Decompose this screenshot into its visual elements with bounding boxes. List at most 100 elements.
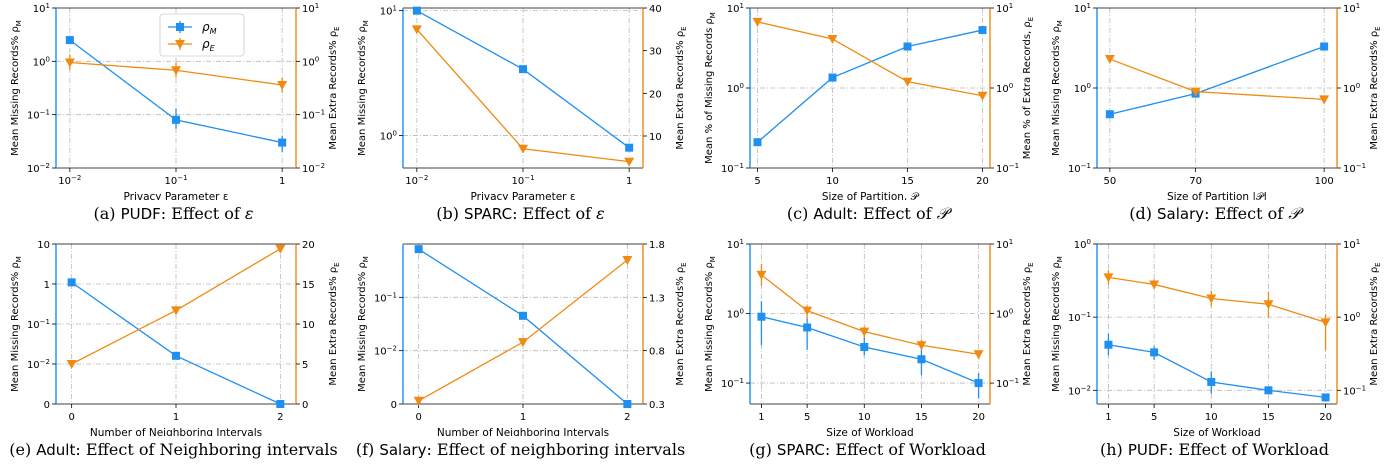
- data-point: [903, 42, 912, 51]
- series-line: [761, 316, 979, 384]
- series-rho-e: [756, 263, 984, 360]
- x-tick-label: 20: [972, 412, 985, 423]
- caption-text: : Effect of Workload: [1168, 440, 1330, 459]
- y-left-tick-label: 10−1: [721, 377, 744, 390]
- y-left-tick-label: 101: [727, 238, 744, 251]
- data-point: [1149, 280, 1160, 290]
- x-axis-label: Size of Workload: [826, 427, 913, 436]
- data-point: [1190, 87, 1201, 97]
- y-left-tick-label: 100: [1074, 82, 1091, 95]
- y-right-tick-label: 0: [302, 400, 308, 411]
- x-tick-label: 1: [173, 412, 179, 423]
- legend-marker: [175, 40, 185, 49]
- y-left-axis-label: Mean Missing Records% ρM: [1051, 20, 1064, 156]
- data-point: [172, 351, 180, 360]
- x-tick-label: 15: [901, 176, 914, 187]
- x-tick-label: 2: [624, 412, 630, 423]
- series-line: [757, 21, 983, 97]
- y-right-tick-label: 20: [302, 240, 315, 251]
- y-right-tick-label: 100: [996, 308, 1013, 321]
- data-point: [624, 157, 635, 167]
- data-point: [1321, 393, 1330, 402]
- series-rho-e: [752, 17, 988, 101]
- x-tick-label: 10: [1205, 412, 1218, 423]
- y-left-tick-label: 101: [33, 2, 50, 15]
- y-right-axis-label: Mean Extra Records% ρE: [1369, 26, 1382, 149]
- x-tick-label: 100: [1315, 176, 1334, 187]
- data-point: [1103, 273, 1114, 283]
- y-left-tick-label: 10−1: [1068, 162, 1091, 175]
- data-point: [64, 58, 75, 68]
- y-left-tick-label: 10−2: [1068, 384, 1091, 397]
- x-tick-label: 10−1: [511, 174, 534, 187]
- y-right-tick-label: 10−1: [1343, 384, 1366, 397]
- y-left-tick-label: 10−1: [374, 291, 397, 304]
- y-left-tick-label: 0: [44, 400, 50, 411]
- y-right-tick-label: 101: [996, 238, 1013, 251]
- caption-label: (b): [436, 204, 465, 223]
- series-rho-e: [411, 25, 635, 167]
- series-rho-m: [1105, 42, 1329, 119]
- y-right-tick-label: 10−1: [302, 109, 325, 122]
- y-left-tick-label: 10−1: [27, 318, 50, 331]
- caption-label: (f): [355, 440, 380, 459]
- data-point: [275, 244, 286, 254]
- y-right-axis-label: Mean Extra Records% ρE: [328, 262, 341, 385]
- y-right-axis-label: Mean % of Extra Records, ρE: [1022, 17, 1035, 159]
- x-tick-label: 0: [68, 412, 74, 423]
- y-left-tick-label: 10−1: [721, 162, 744, 175]
- series-rho-m: [1104, 333, 1330, 402]
- y-right-tick-label: 15: [302, 280, 315, 291]
- y-left-tick-label: 10−2: [27, 358, 50, 371]
- y-right-tick-label: 100: [1343, 311, 1360, 324]
- y-right-tick-label: 100: [1343, 82, 1360, 95]
- y-left-tick-label: 101: [380, 5, 397, 18]
- y-right-tick-label: 10−1: [996, 377, 1019, 390]
- data-point: [1104, 340, 1113, 349]
- y-left-tick-label: 0: [391, 400, 397, 411]
- caption-text: : Effect of Neighboring intervals: [75, 440, 338, 459]
- data-point: [1105, 110, 1114, 119]
- chart-panel-e: 0 1 2 0 10−2 10−1 1 10 0 5 10 15 20 Number of Neighbo…: [0, 236, 347, 472]
- series-rho-e: [1104, 55, 1330, 105]
- x-tick-label: 50: [1103, 176, 1116, 187]
- chart-panel-h: 1 5 10 15 20 10−2 10−1 100 10−1 100 101 Size of Wor…: [1041, 236, 1388, 472]
- x-tick-label: 10−2: [58, 174, 81, 187]
- x-tick-label: 1: [626, 176, 632, 187]
- legend-label-e: ρE: [202, 37, 216, 53]
- y-left-tick-label: 1: [44, 280, 50, 291]
- data-point: [66, 360, 77, 369]
- series-rho-e: [64, 54, 288, 93]
- y-left-tick-label: 10−2: [374, 345, 397, 358]
- y-left-tick-label: 100: [33, 55, 50, 68]
- caption-label: (e): [9, 440, 37, 459]
- caption: (e) Adult: Effect of Neighboring interva…: [0, 440, 347, 459]
- series-line: [1109, 45, 1325, 115]
- caption: (c) Adult: Effect of 𝒫: [694, 204, 1041, 224]
- chart-svg: 0 1 2 0 10−2 10−1 0.3 0.8 1.3 1.8 Number of Neighb…: [357, 240, 688, 439]
- data-point: [974, 379, 983, 388]
- caption-text: : Effect of neighboring intervals: [426, 440, 686, 459]
- data-point: [916, 341, 927, 351]
- data-point: [828, 73, 837, 82]
- series-rho-e: [66, 244, 286, 369]
- caption-dataset: Salary: [1157, 205, 1205, 223]
- data-point: [1263, 300, 1274, 310]
- y-right-tick-label: 40: [649, 4, 662, 15]
- data-point: [902, 77, 913, 87]
- caption-dataset: Adult: [813, 205, 853, 223]
- x-tick-label: 1: [1105, 412, 1111, 423]
- data-point: [978, 26, 987, 35]
- data-point: [1150, 348, 1159, 357]
- y-right-tick-label: 10: [649, 132, 662, 143]
- data-point: [171, 66, 181, 76]
- data-point: [65, 36, 74, 45]
- data-point: [1264, 386, 1273, 395]
- chart-panel-b: 10−2 10−1 1 100 101 10 20 30 40 Privacy Parameter…: [347, 0, 694, 236]
- caption: (g) SPARC: Effect of Workload: [694, 440, 1041, 459]
- y-left-axis-label: Mean Missing Records% ρM: [704, 256, 717, 392]
- y-right-axis-label: Mean Extra Records% ρE: [675, 26, 688, 149]
- series-rho-m: [414, 245, 632, 408]
- data-point: [859, 327, 870, 337]
